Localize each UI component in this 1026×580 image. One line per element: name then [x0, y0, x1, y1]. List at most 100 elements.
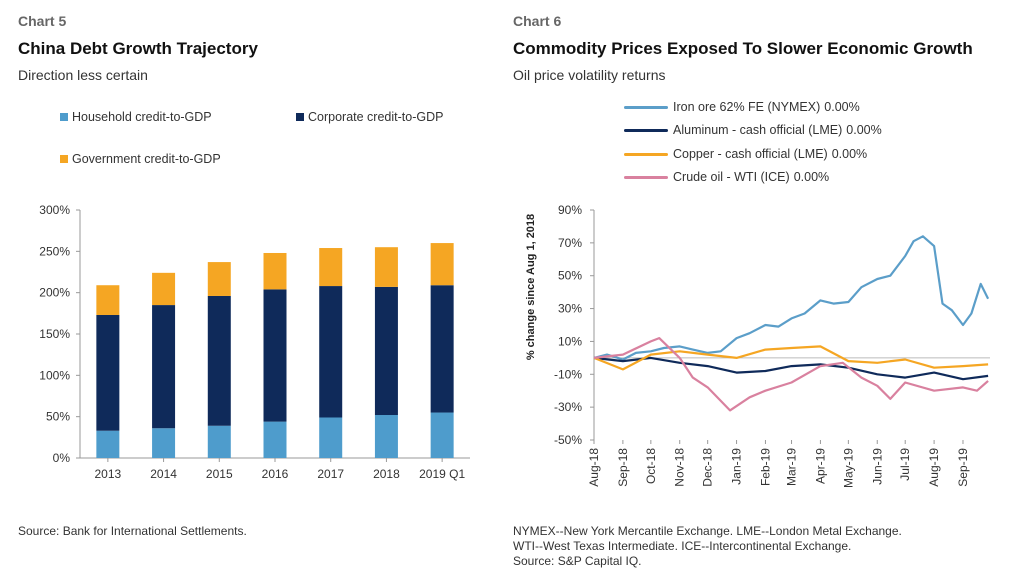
legend-value: 0.00%: [824, 100, 860, 114]
series-line: [593, 356, 989, 381]
legend-line-swatch: [624, 152, 668, 156]
bar-segment: [96, 285, 120, 315]
series-line: [593, 337, 989, 412]
x-tick-label: May-19: [841, 448, 855, 488]
legend-swatch: [60, 155, 68, 163]
chart-number-label: Chart 5: [18, 13, 67, 29]
series-line: [593, 345, 989, 371]
bar-segment: [319, 286, 343, 418]
legend-aluminum: Aluminum - cash official (LME) 0.00%: [624, 123, 882, 137]
series-line: [593, 235, 990, 361]
left-chart-panel: Chart 5 China Debt Growth Trajectory Dir…: [0, 0, 500, 580]
x-tick-label: Jul-19: [898, 448, 912, 481]
bar-segment: [152, 305, 176, 429]
chart-source-line-2: WTI--West Texas Intermediate. ICE--Inter…: [513, 539, 852, 553]
x-tick-label: Dec-18: [701, 448, 715, 487]
legend-swatch: [60, 113, 68, 121]
x-tick-label: 2014: [150, 467, 177, 481]
x-tick-label: Mar-19: [785, 448, 799, 486]
legend-iron-ore: Iron ore 62% FE (NYMEX) 0.00%: [624, 100, 860, 114]
legend-label: Iron ore 62% FE (NYMEX): [673, 100, 821, 114]
y-tick-label: -50%: [554, 433, 582, 447]
chart-source-line-3: Source: S&P Capital IQ.: [513, 554, 642, 568]
bar-segment: [319, 417, 343, 458]
legend-household: Household credit-to-GDP: [60, 110, 212, 124]
chart-source: Source: Bank for International Settlemen…: [18, 524, 247, 538]
bar-segment: [152, 428, 176, 458]
bar-segment: [430, 285, 454, 413]
x-tick-label: 2013: [95, 467, 122, 481]
bar-segment: [374, 415, 398, 458]
bar-segment: [207, 262, 231, 296]
x-tick-label: Nov-18: [673, 448, 687, 487]
bar-segment: [263, 289, 287, 422]
bar-segment: [207, 295, 231, 426]
legend-line-swatch: [624, 128, 668, 132]
legend-label: Crude oil - WTI (ICE): [673, 170, 790, 184]
bar-segment: [263, 421, 287, 458]
legend-label: Aluminum - cash official (LME): [673, 123, 843, 137]
y-tick-label: 200%: [39, 286, 70, 300]
x-tick-label: Oct-18: [644, 448, 658, 484]
x-tick-label: 2015: [206, 467, 233, 481]
bar-segment: [263, 252, 287, 290]
chart-source-line-1: NYMEX--New York Mercantile Exchange. LME…: [513, 524, 902, 538]
legend-line-swatch: [624, 175, 668, 179]
y-tick-label: 100%: [39, 368, 70, 382]
legend-corporate: Corporate credit-to-GDP: [296, 110, 443, 124]
y-tick-label: 300%: [39, 203, 70, 217]
x-tick-label: Apr-19: [813, 448, 827, 484]
x-tick-label: 2017: [317, 467, 344, 481]
chart-title: Commodity Prices Exposed To Slower Econo…: [513, 39, 973, 58]
x-tick-label: Aug-18: [587, 448, 601, 487]
commodity-line-chart: -50% -30% -10% 10% 30% 50% 70% 90% Aug-18 Sep-18 O…: [525, 203, 990, 488]
x-tick-label: Sep-19: [956, 448, 970, 487]
legend-label: Copper - cash official (LME): [673, 147, 828, 161]
x-tick-label: Aug-19: [927, 448, 941, 487]
x-tick-label: 2018: [373, 467, 400, 481]
legend-value: 0.00%: [831, 147, 868, 161]
y-axis-title: % change since Aug 1, 2018: [525, 214, 537, 360]
y-tick-label: 250%: [39, 244, 70, 258]
bar-segment: [96, 430, 120, 458]
bar-segment: [319, 248, 343, 287]
legend-label: Government credit-to-GDP: [72, 152, 221, 166]
legend-label: Corporate credit-to-GDP: [308, 110, 444, 124]
x-tick-label: Sep-18: [616, 448, 630, 487]
chart-title: China Debt Growth Trajectory: [18, 39, 258, 58]
legend-crude-oil: Crude oil - WTI (ICE) 0.00%: [624, 170, 829, 184]
y-tick-label: 150%: [39, 327, 70, 341]
y-tick-label: 90%: [558, 203, 582, 217]
legend-copper: Copper - cash official (LME) 0.00%: [624, 147, 867, 161]
y-tick-label: -30%: [554, 400, 582, 414]
x-tick-label: 2019 Q1: [419, 467, 465, 481]
legend-government: Government credit-to-GDP: [60, 152, 221, 166]
bar-segment: [430, 243, 454, 286]
legend-label: Household credit-to-GDP: [72, 110, 212, 124]
x-tick-label: Jun-19: [870, 448, 884, 485]
legend-line-swatch: [624, 105, 668, 109]
y-tick-label: 50%: [558, 269, 582, 283]
y-tick-label: 50%: [46, 410, 70, 424]
chart-subtitle: Oil price volatility returns: [513, 67, 666, 83]
y-tick-label: 0%: [53, 451, 71, 465]
x-tick-label: 2016: [262, 467, 289, 481]
bar-segment: [152, 272, 176, 306]
bar-segment: [430, 412, 454, 458]
chart-number-label: Chart 6: [513, 13, 562, 29]
chart-subtitle: Direction less certain: [18, 67, 148, 83]
y-tick-label: 30%: [558, 302, 582, 316]
bar-segment: [207, 425, 231, 458]
y-tick-label: 10%: [558, 334, 582, 348]
x-tick-label: Feb-19: [758, 448, 772, 486]
legend-swatch: [296, 113, 304, 121]
y-tick-label: -10%: [554, 367, 582, 381]
x-tick-label: Jan-19: [730, 448, 744, 485]
bar-segment: [374, 247, 398, 287]
bar-segment: [374, 286, 398, 416]
right-chart-panel: Chart 6 Commodity Prices Exposed To Slow…: [500, 0, 1026, 580]
legend-value: 0.00%: [846, 123, 882, 137]
stacked-bar-chart: 0% 50% 100% 150% 200% 250% 300% 2013 2014 2015 201…: [39, 203, 470, 481]
legend-value: 0.00%: [793, 170, 830, 184]
y-tick-label: 70%: [558, 236, 582, 250]
